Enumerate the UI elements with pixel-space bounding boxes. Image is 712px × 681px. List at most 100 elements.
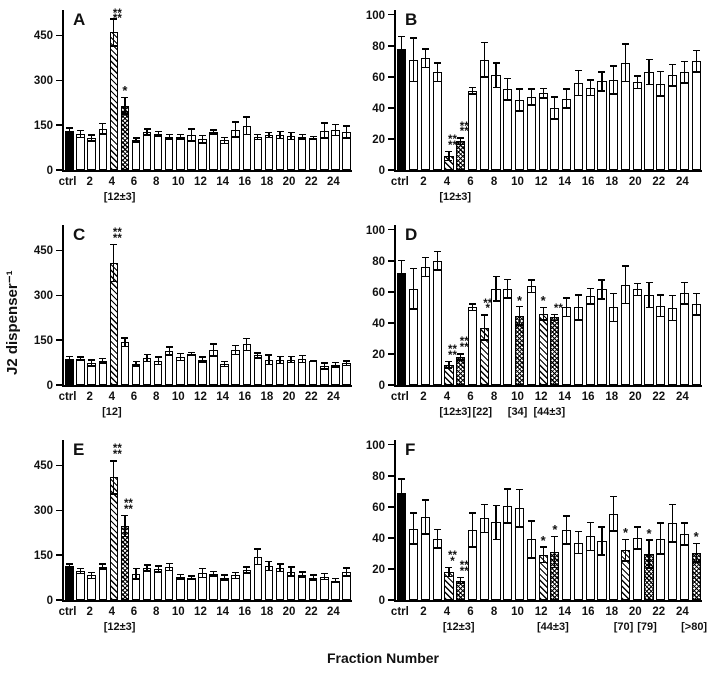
y-tick-mark — [56, 554, 62, 556]
bar-open — [220, 140, 229, 170]
x-tick-label: 4 — [443, 606, 451, 618]
sig-marker: * — [646, 526, 652, 542]
error-cap-top — [645, 539, 653, 541]
error-cap-top — [492, 504, 500, 506]
error-cap-bottom — [254, 138, 262, 141]
error-cap-bottom — [221, 579, 229, 581]
bar-open — [308, 577, 318, 600]
sig-marker: * — [540, 293, 546, 309]
error-bar — [323, 362, 325, 369]
error-cap-top — [551, 313, 559, 316]
error-cap-bottom — [176, 138, 184, 140]
error-cap-top — [77, 356, 85, 358]
y-tick-label: 100 — [365, 9, 385, 22]
error-bar — [91, 135, 93, 141]
x-tick-label: 20 — [282, 606, 296, 618]
error-cap-top — [598, 71, 606, 73]
y-tick-label: 450 — [33, 460, 53, 473]
error-cap-top — [254, 133, 262, 136]
x-tick-label: 14 — [558, 176, 572, 188]
error-bar — [301, 355, 303, 363]
error-cap-bottom — [657, 553, 665, 555]
error-bar — [495, 62, 497, 88]
x-ticks: ctrl 2 4 6 8 10 12 14 16 18 20 22 24 — [59, 172, 350, 190]
error-cap-bottom — [692, 314, 700, 316]
error-bar — [636, 283, 638, 296]
bar-open — [691, 61, 701, 170]
x-tick-label: 18 — [605, 606, 619, 618]
error-cap-top — [410, 267, 418, 270]
x-ticks: ctrl 2 4 6 8 10 12 14 16 18 20 22 24 — [391, 172, 700, 190]
error-cap-top — [176, 352, 184, 355]
x-ticks: ctrl 2 4 6 8 10 12 14 16 18 20 22 24 — [59, 387, 350, 405]
y-tick-mark — [388, 44, 394, 47]
x-tick-label: 10 — [511, 176, 524, 188]
error-bar — [212, 344, 215, 356]
error-bar — [157, 566, 159, 573]
error-cap-top — [143, 353, 151, 356]
error-cap-bottom — [398, 284, 406, 287]
error-bar — [257, 353, 259, 358]
error-cap-bottom — [492, 300, 500, 302]
error-cap-top — [331, 577, 339, 580]
x-tick-label: ctrl — [390, 606, 409, 618]
error-cap-bottom — [421, 275, 429, 278]
error-bar — [168, 563, 170, 571]
sig-marker: *** — [483, 297, 493, 316]
error-cap-bottom — [504, 99, 512, 101]
error-cap-top — [298, 571, 306, 573]
error-cap-top — [243, 116, 251, 118]
error-cap-top — [198, 134, 206, 137]
bar-open — [585, 296, 595, 385]
plot-area: A **** * — [62, 8, 352, 172]
error-cap-top — [410, 37, 418, 39]
error-bar — [102, 358, 104, 363]
error-cap-top — [221, 360, 229, 363]
error-cap-top — [669, 63, 677, 66]
error-cap-top — [669, 294, 677, 297]
error-cap-bottom — [692, 561, 700, 563]
error-cap-bottom — [132, 365, 140, 367]
error-bar — [334, 362, 336, 368]
error-bar — [530, 280, 532, 293]
error-bar — [566, 89, 568, 108]
bar-open — [297, 136, 307, 170]
bar-hatched — [456, 141, 466, 170]
x-tick-label: 12 — [194, 176, 207, 188]
error-cap-top — [287, 131, 295, 134]
error-cap-top — [309, 359, 317, 362]
error-bar — [507, 279, 509, 299]
plot-area: F *** **** * * * * * — [394, 440, 702, 602]
error-cap-bottom — [143, 570, 151, 572]
y-tick-mark — [388, 76, 394, 78]
error-bar — [235, 572, 237, 579]
error-cap-bottom — [539, 97, 547, 99]
error-cap-bottom — [309, 360, 317, 363]
error-cap-top — [551, 535, 559, 538]
error-bar — [124, 337, 126, 347]
error-bar — [483, 504, 485, 533]
fraction-annotation: [22] — [472, 406, 493, 418]
bar-open — [76, 358, 85, 385]
plot-area: E **** **** — [62, 440, 352, 602]
error-bar — [507, 488, 509, 524]
x-tick-label: 16 — [581, 391, 595, 403]
y-tick-mark — [388, 443, 394, 446]
y-axis-ticks: 0 20 40 60 80 100 — [358, 440, 394, 607]
bar-open — [164, 136, 174, 170]
error-bar — [436, 62, 438, 82]
error-bar — [212, 571, 215, 577]
error-cap-bottom — [492, 86, 500, 89]
error-cap-top — [539, 87, 547, 90]
sig-marker: **** — [447, 133, 457, 152]
error-bar — [212, 129, 215, 135]
error-cap-top — [516, 488, 524, 491]
bar-open — [562, 98, 572, 170]
error-bar — [542, 307, 544, 320]
x-tick-label: 12 — [194, 391, 207, 403]
y-tick-mark — [388, 169, 394, 171]
error-cap-top — [210, 343, 218, 345]
error-cap-bottom — [99, 568, 107, 570]
bar-open — [691, 304, 701, 385]
y-tick-mark — [388, 506, 394, 508]
